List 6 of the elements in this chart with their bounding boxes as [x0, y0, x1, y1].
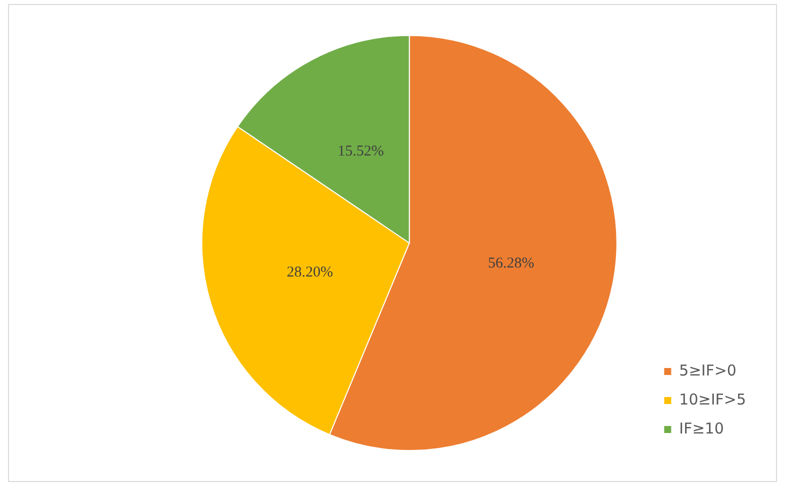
- data-label: 28.20%: [286, 264, 334, 281]
- data-label: 56.28%: [488, 255, 534, 272]
- legend-label: 10≥IF>5: [679, 390, 746, 408]
- data-label: 15.52%: [338, 143, 384, 160]
- legend-label: 5≥IF>0: [679, 361, 736, 380]
- legend-label: IF≥10: [679, 419, 724, 438]
